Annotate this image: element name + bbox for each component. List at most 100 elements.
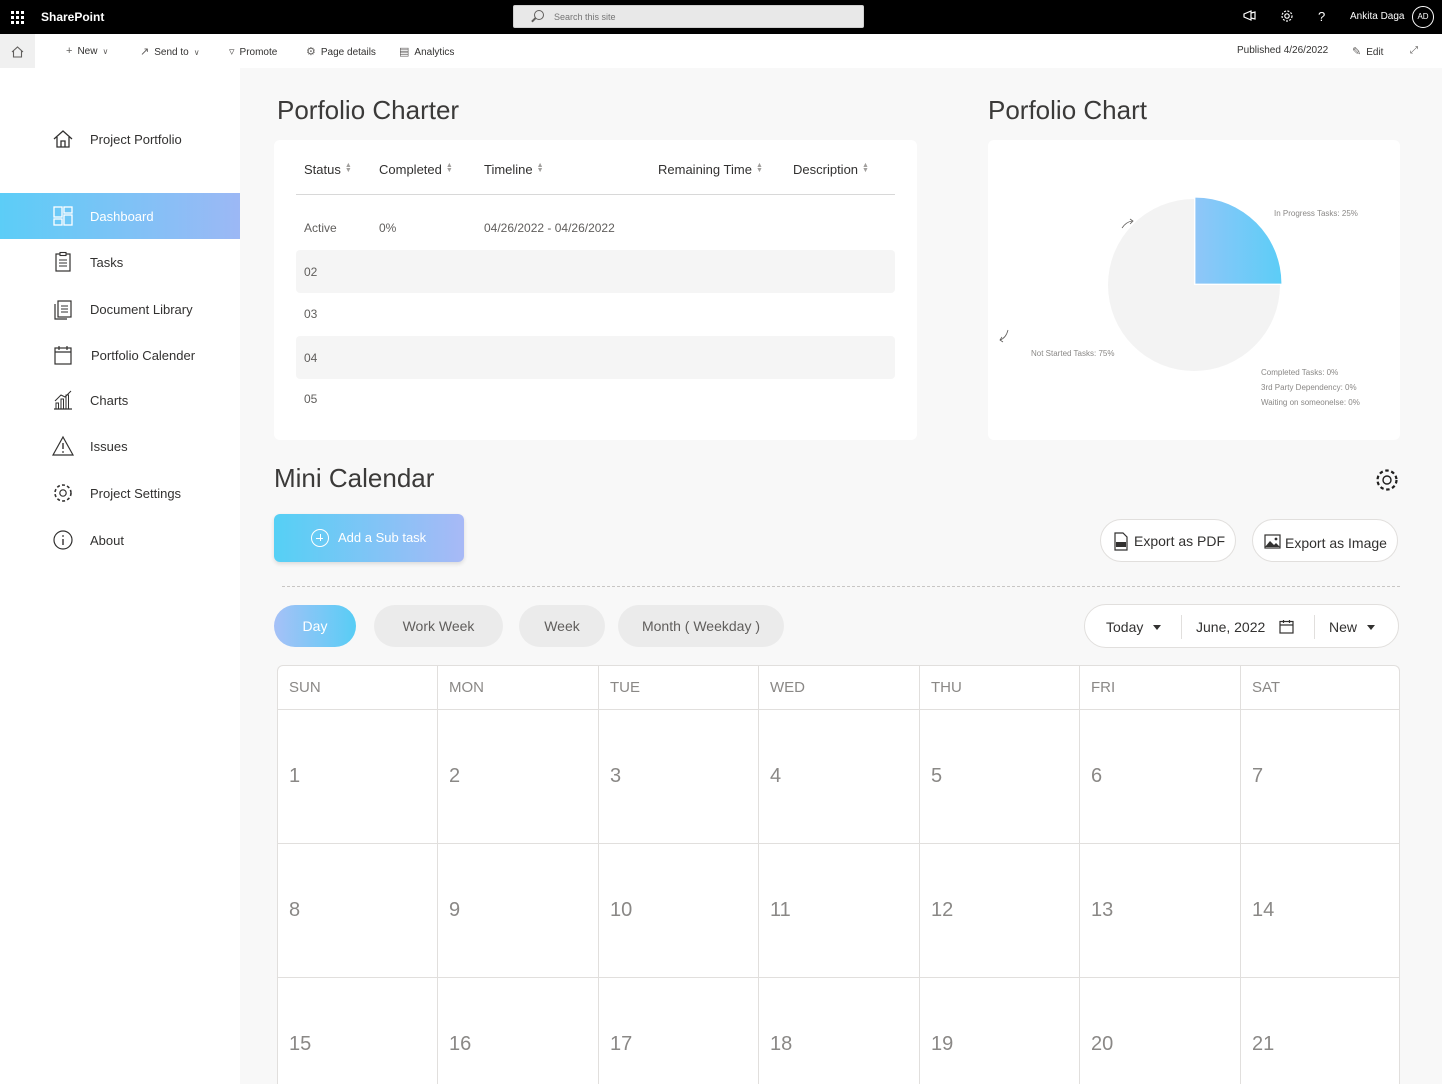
weekday-label: WED — [770, 679, 805, 696]
avatar[interactable]: AD — [1412, 6, 1434, 28]
chart-title: Porfolio Chart — [988, 95, 1147, 125]
table-row[interactable]: 04 — [296, 336, 895, 379]
user-name[interactable]: Ankita Daga — [1350, 11, 1405, 22]
calendar-day-cell[interactable]: 15 — [278, 978, 438, 1084]
nav-item-about[interactable]: About — [0, 517, 240, 563]
column-header-completed[interactable]: Completed ▲ ▼ — [379, 162, 453, 177]
portfolio-pie-chart: In Progress Tasks: 25% Not Started Tasks… — [988, 140, 1400, 440]
promote-button[interactable]: ▿ Promote — [229, 45, 277, 58]
month-picker[interactable]: June, 2022 — [1196, 619, 1294, 635]
nav-item-project-settings[interactable]: Project Settings — [0, 470, 240, 516]
settings-gear-icon[interactable] — [1280, 9, 1294, 26]
cell-status: 04 — [304, 351, 318, 365]
new-button[interactable]: + New ∨ — [66, 45, 108, 57]
gear-icon: ⚙ — [306, 46, 316, 58]
calendar-day-cell[interactable]: 11 — [759, 844, 920, 978]
brand-name[interactable]: SharePoint — [41, 10, 105, 24]
edit-label: Edit — [1366, 47, 1384, 58]
calendar-day-cell[interactable]: 19 — [920, 978, 1080, 1084]
day-number: 3 — [610, 765, 622, 787]
new-event-dropdown[interactable]: New — [1329, 619, 1376, 635]
export-pdf-button[interactable]: Export as PDF — [1100, 519, 1236, 562]
day-number: 5 — [931, 765, 943, 787]
separator — [1181, 615, 1182, 639]
table-row[interactable]: 03 — [296, 292, 895, 335]
edit-button[interactable]: ✎ Edit — [1352, 45, 1383, 58]
day-number: 4 — [770, 765, 782, 787]
calendar-day-cell[interactable]: 18 — [759, 978, 920, 1084]
home-button[interactable] — [0, 34, 35, 68]
calendar-day-cell[interactable]: 14 — [1241, 844, 1399, 978]
chevron-down-icon: ∨ — [193, 48, 200, 57]
page-details-button[interactable]: ⚙ Page details — [306, 45, 376, 58]
nav-item-project-portfolio[interactable]: Project Portfolio — [0, 116, 240, 162]
weekday-header: WED — [759, 666, 920, 710]
add-sub-task-button[interactable]: Add a Sub task — [274, 514, 464, 562]
home-icon — [11, 46, 24, 58]
column-header-status[interactable]: Status ▲ ▼ — [304, 162, 352, 177]
calendar-day-cell[interactable]: 7 — [1241, 710, 1399, 844]
nav-item-issues[interactable]: Issues — [0, 423, 240, 469]
help-icon[interactable]: ? — [1318, 9, 1326, 24]
pie-slice-in-progress[interactable] — [1195, 197, 1282, 284]
send-to-button[interactable]: ↗ Send to ∨ — [140, 45, 200, 58]
day-number: 7 — [1252, 765, 1264, 787]
nav-item-portfolio-calender[interactable]: Portfolio Calender — [0, 332, 240, 378]
table-row[interactable]: 02 — [296, 250, 895, 293]
table-row[interactable]: 05 — [296, 377, 895, 420]
suite-bar: SharePoint ? Ankita Daga AD — [0, 0, 1442, 34]
day-number: 16 — [449, 1033, 472, 1055]
app-launcher-icon[interactable] — [11, 11, 24, 24]
calendar-day-cell[interactable]: 6 — [1080, 710, 1241, 844]
calendar-day-cell[interactable]: 4 — [759, 710, 920, 844]
view-week-button[interactable]: Week — [519, 605, 605, 647]
export-image-button[interactable]: Export as Image — [1252, 519, 1398, 562]
megaphone-icon[interactable] — [1243, 9, 1257, 26]
mini-calendar-title: Mini Calendar — [274, 463, 435, 493]
pie-chart-svg — [999, 197, 1282, 371]
search-box[interactable] — [513, 5, 864, 28]
day-number: 1 — [289, 765, 301, 787]
column-header-description[interactable]: Description ▲ ▼ — [793, 162, 869, 177]
calendar-settings-gear-icon[interactable] — [1374, 467, 1400, 493]
expand-icon[interactable]: ⤢ — [1410, 45, 1418, 56]
day-number: 21 — [1252, 1033, 1275, 1055]
caret-down-icon — [1153, 625, 1162, 630]
pie-slice-not-started[interactable] — [1108, 199, 1280, 371]
view-work-week-button[interactable]: Work Week — [374, 605, 503, 647]
header-divider — [296, 194, 895, 195]
view-day-button[interactable]: Day — [274, 605, 356, 647]
calendar-day-cell[interactable]: 8 — [278, 844, 438, 978]
nav-item-dashboard[interactable]: Dashboard — [0, 193, 240, 239]
calendar-day-cell[interactable]: 1 — [278, 710, 438, 844]
label-third-party: 3rd Party Dependency: 0% — [1261, 383, 1357, 392]
weekday-header: SAT — [1241, 666, 1399, 710]
calendar-day-cell[interactable]: 20 — [1080, 978, 1241, 1084]
nav-item-charts[interactable]: Charts — [0, 377, 240, 423]
calendar-day-cell[interactable]: 9 — [438, 844, 599, 978]
calendar-icon — [1279, 620, 1294, 634]
search-input[interactable] — [554, 10, 854, 24]
table-row[interactable]: Active 0% 04/26/2022 - 04/26/2022 — [296, 206, 895, 249]
calendar-day-cell[interactable]: 12 — [920, 844, 1080, 978]
column-header-timeline[interactable]: Timeline ▲ ▼ — [484, 162, 544, 177]
today-dropdown[interactable]: Today — [1106, 619, 1162, 635]
analytics-button[interactable]: ▤ Analytics — [399, 45, 454, 58]
column-header-remaining-time[interactable]: Remaining Time ▲ ▼ — [658, 162, 763, 177]
nav-item-tasks[interactable]: Tasks — [0, 239, 240, 285]
calendar-day-cell[interactable]: 17 — [599, 978, 759, 1084]
share-icon: ↗ — [140, 46, 150, 58]
export-pdf-label: Export as PDF — [1134, 533, 1226, 549]
calendar-day-cell[interactable]: 13 — [1080, 844, 1241, 978]
calendar-day-cell[interactable]: 21 — [1241, 978, 1399, 1084]
nav-item-document-library[interactable]: Document Library — [0, 286, 240, 332]
calendar-day-cell[interactable]: 2 — [438, 710, 599, 844]
column-label: Completed — [379, 162, 442, 177]
calendar-day-cell[interactable]: 3 — [599, 710, 759, 844]
view-month-weekday-button[interactable]: Month ( Weekday ) — [618, 605, 784, 647]
calendar-day-cell[interactable]: 5 — [920, 710, 1080, 844]
calendar-day-cell[interactable]: 10 — [599, 844, 759, 978]
new-label: New — [1329, 619, 1358, 635]
calendar-day-cell[interactable]: 16 — [438, 978, 599, 1084]
search-icon — [534, 10, 544, 20]
